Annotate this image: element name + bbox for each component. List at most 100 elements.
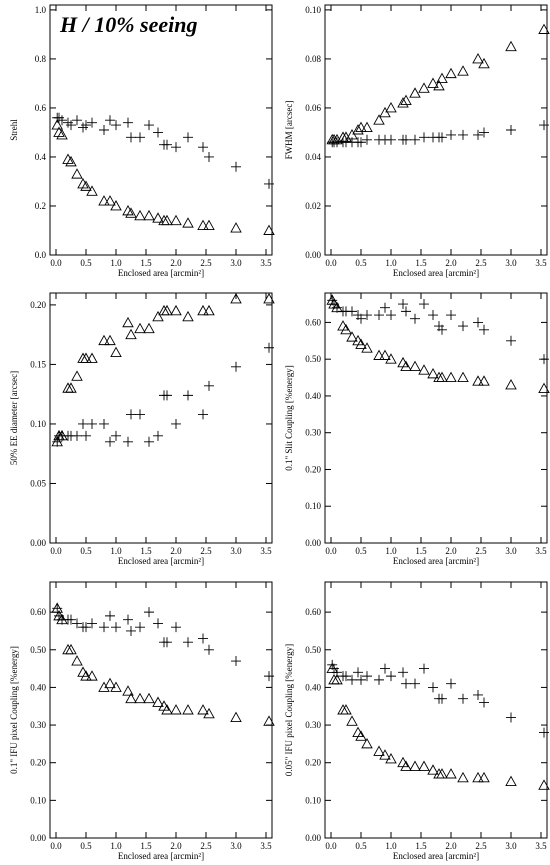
plus-marker bbox=[105, 115, 115, 126]
triangle-marker bbox=[361, 737, 373, 749]
plus-marker bbox=[126, 625, 136, 636]
triangle-marker bbox=[263, 293, 275, 304]
plus-marker bbox=[87, 418, 97, 429]
plus-marker bbox=[198, 633, 208, 644]
x-tick-label: 0.5 bbox=[355, 546, 367, 556]
triangle-marker bbox=[427, 77, 439, 88]
plus-marker bbox=[341, 671, 351, 682]
plus-marker bbox=[419, 663, 429, 674]
x-tick-label: 1.5 bbox=[415, 546, 427, 556]
y-tick-label: 0.60 bbox=[30, 607, 46, 617]
triangle-marker bbox=[182, 217, 194, 228]
plus-marker bbox=[437, 132, 447, 143]
plus-marker bbox=[506, 125, 516, 135]
triangle-marker bbox=[98, 195, 110, 206]
triangle-marker bbox=[230, 293, 242, 304]
x-tick-label: 3.0 bbox=[505, 841, 517, 851]
x-tick-label: 1.5 bbox=[140, 841, 152, 851]
plus-marker bbox=[162, 390, 172, 401]
plus-marker bbox=[204, 644, 214, 655]
y-tick-label: 0.50 bbox=[305, 354, 321, 364]
plus-marker bbox=[332, 302, 342, 313]
plus-marker bbox=[81, 430, 91, 441]
plus-marker bbox=[162, 637, 172, 648]
y-tick-label: 0.6 bbox=[35, 103, 47, 113]
plus-marker bbox=[458, 129, 468, 140]
x-tick-label: 3.0 bbox=[230, 258, 242, 268]
triangle-marker bbox=[71, 655, 83, 666]
plus-marker bbox=[126, 409, 136, 420]
plus-marker bbox=[66, 120, 76, 131]
x-tick-label: 0.5 bbox=[355, 841, 367, 851]
y-tick-label: 0.0 bbox=[35, 250, 47, 260]
triangle-marker bbox=[110, 346, 122, 357]
y-tick-label: 0.40 bbox=[305, 682, 321, 692]
plot-frame bbox=[324, 292, 548, 544]
plus-marker bbox=[356, 137, 366, 148]
plus-marker bbox=[398, 667, 408, 678]
plus-marker bbox=[135, 132, 145, 143]
plus-marker bbox=[347, 674, 357, 685]
triangle-marker bbox=[134, 209, 146, 221]
x-axis-title: Enclosed area [arcmin²] bbox=[118, 556, 204, 566]
plus-marker bbox=[72, 618, 82, 629]
y-tick-label: 0.06 bbox=[305, 103, 321, 113]
triangle-marker bbox=[263, 224, 275, 235]
x-tick-label: 2.5 bbox=[200, 258, 212, 268]
triangle-marker bbox=[134, 692, 146, 704]
y-tick-label: 0.15 bbox=[30, 359, 46, 369]
plus-marker bbox=[362, 671, 372, 682]
triangle-marker bbox=[230, 711, 242, 722]
x-tick-label: 2.5 bbox=[475, 841, 487, 851]
x-tick-label: 3.0 bbox=[230, 546, 242, 556]
triangle-marker bbox=[472, 375, 484, 386]
plus-marker bbox=[473, 689, 483, 700]
triangle-marker bbox=[104, 334, 116, 346]
plus-marker bbox=[87, 618, 97, 629]
plus-marker bbox=[401, 678, 411, 689]
plus-marker bbox=[198, 409, 208, 420]
y-tick-label: 0.30 bbox=[305, 428, 321, 438]
plus-marker bbox=[386, 671, 396, 682]
plus-marker bbox=[87, 117, 97, 128]
x-tick-label: 1.5 bbox=[140, 546, 152, 556]
plus-marker bbox=[356, 674, 366, 685]
triangle-marker bbox=[65, 643, 77, 655]
plus-marker bbox=[105, 610, 115, 621]
x-tick-label: 1.0 bbox=[110, 546, 122, 556]
triangle-marker bbox=[445, 67, 457, 79]
x-tick-label: 1.0 bbox=[110, 841, 122, 851]
y-tick-label: 0.10 bbox=[30, 419, 46, 429]
plus-marker bbox=[446, 310, 456, 321]
x-tick-label: 0.5 bbox=[80, 258, 92, 268]
plus-marker bbox=[72, 430, 82, 441]
y-tick-label: 0.05 bbox=[30, 478, 46, 488]
x-tick-label: 0.0 bbox=[325, 841, 337, 851]
x-tick-label: 2.0 bbox=[170, 546, 182, 556]
x-tick-label: 3.0 bbox=[230, 841, 242, 851]
x-tick-label: 3.5 bbox=[260, 258, 272, 268]
triangle-marker bbox=[418, 760, 430, 771]
plus-marker bbox=[458, 693, 468, 704]
triangle-marker bbox=[538, 779, 550, 790]
triangle-marker bbox=[445, 768, 457, 779]
y-axis-title: 0.1" IFU pixel Coupling [%energy] bbox=[9, 646, 19, 774]
triangle-marker bbox=[385, 102, 397, 113]
y-tick-label: 0.00 bbox=[305, 250, 321, 260]
plus-marker bbox=[539, 727, 549, 738]
triangle-marker bbox=[203, 707, 215, 719]
triangle-marker bbox=[457, 771, 469, 783]
triangle-marker bbox=[418, 82, 430, 93]
plus-marker bbox=[506, 335, 516, 346]
plus-marker bbox=[479, 324, 489, 335]
plus-marker bbox=[198, 142, 208, 153]
y-tick-label: 0.10 bbox=[305, 501, 321, 511]
plus-marker bbox=[144, 607, 154, 618]
x-tick-label: 2.5 bbox=[475, 546, 487, 556]
triangle-marker bbox=[505, 378, 517, 390]
plus-marker bbox=[105, 436, 115, 447]
plus-marker bbox=[52, 436, 63, 447]
x-axis-title: Enclosed area [arcmin²] bbox=[393, 556, 479, 566]
plus-marker bbox=[111, 622, 121, 633]
